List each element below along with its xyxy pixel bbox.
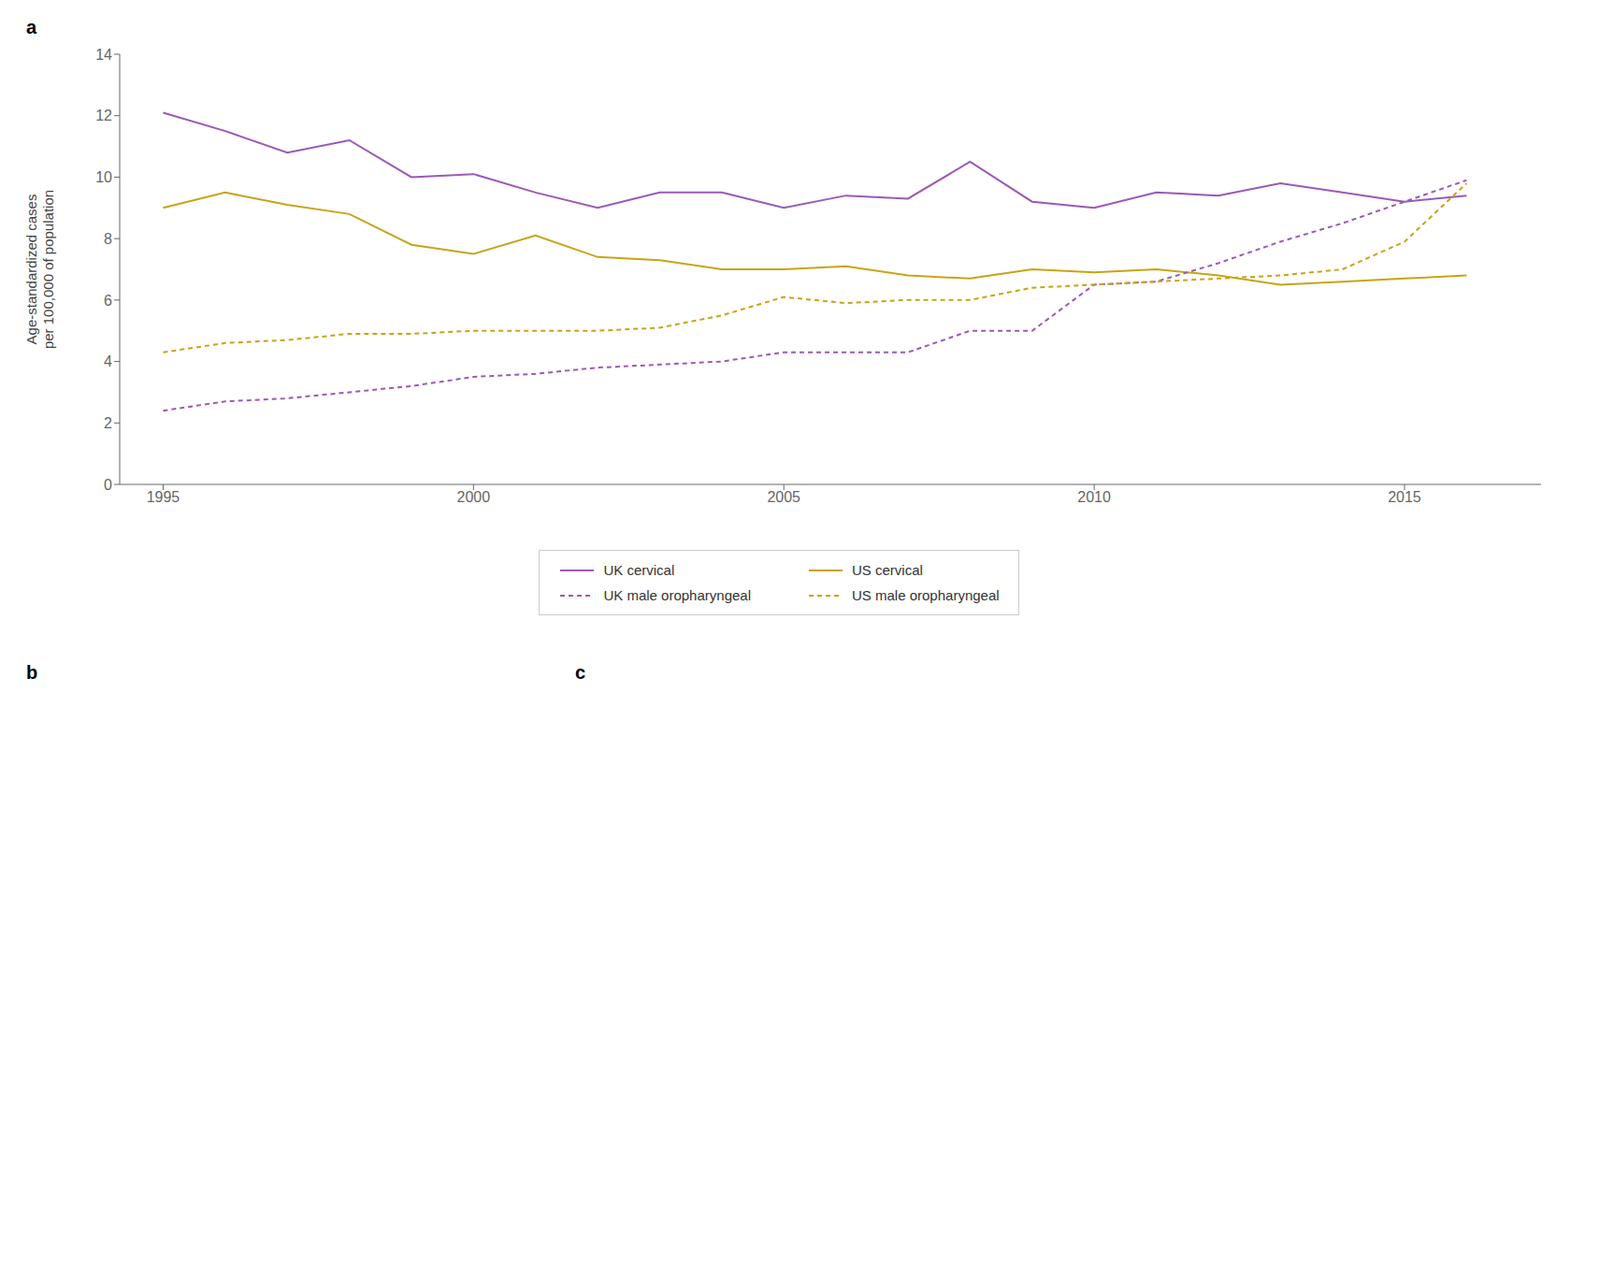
html-text:US male oropharyngeal: US male oropharyngeal (851, 587, 1000, 604)
svg-text:1995: 1995 (146, 489, 181, 505)
svg-text:2010: 2010 (1077, 489, 1111, 505)
svg-text:8: 8 (103, 230, 113, 247)
svg-text:14: 14 (95, 46, 113, 63)
svg-text:4: 4 (103, 353, 113, 370)
svg-text:6: 6 (103, 292, 113, 309)
html-text:UK cervical: UK cervical (603, 562, 675, 578)
svg-text:2015: 2015 (1387, 489, 1422, 505)
svg-text:0: 0 (103, 476, 113, 493)
svg-text:10: 10 (95, 169, 113, 186)
svg-text:2000: 2000 (457, 489, 491, 505)
html-text:a: a (26, 16, 37, 38)
svg-text:2005: 2005 (766, 489, 801, 505)
svg-text:Age-standardized casesper 100,: Age-standardized casesper 100,000 of pop… (23, 189, 58, 349)
html-text:US cervical: US cervical (851, 562, 923, 578)
svg-text:12: 12 (95, 107, 113, 124)
html-text:UK male oropharyngeal: UK male oropharyngeal (603, 587, 751, 604)
html-text:b: b (26, 662, 38, 683)
svg-text:2: 2 (103, 415, 113, 432)
html-text:c: c (575, 662, 586, 683)
